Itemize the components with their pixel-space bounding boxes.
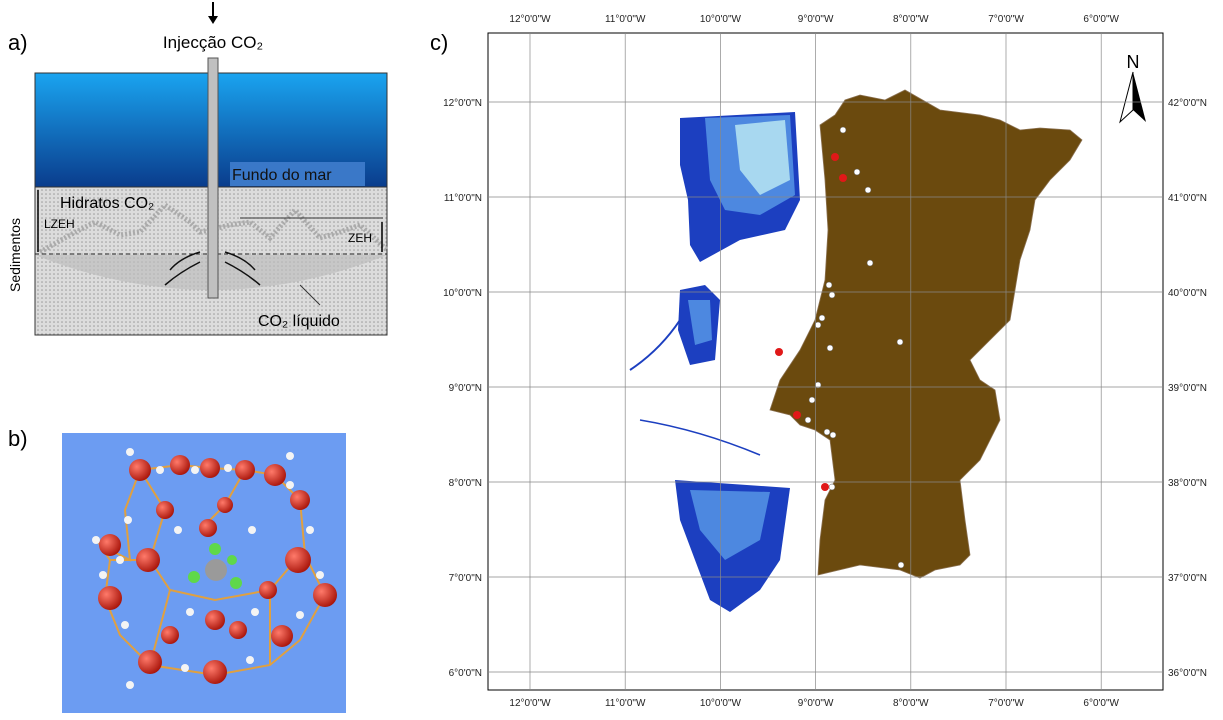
figure: a) Fundo do mar Injecção CO₂ Hidratos CO… — [0, 0, 1223, 715]
lon-label-bottom: 10°0'0"W — [700, 698, 742, 709]
seabed-label: Fundo do mar — [232, 167, 332, 184]
arrow-head — [208, 16, 218, 24]
liquid-label: CO₂ líquido — [258, 313, 340, 330]
lat-label-left: 12°0'0"N — [443, 98, 482, 109]
zeh-label: ZEH — [348, 231, 372, 245]
lon-label-bottom: 9°0'0"W — [798, 698, 834, 709]
pipe — [208, 58, 218, 298]
panel-label: b) — [8, 426, 28, 451]
lat-label-right: 42°0'0"N — [1168, 98, 1207, 109]
carbon-atom — [205, 559, 227, 581]
lat-label-left: 10°0'0"N — [443, 288, 482, 299]
lon-label-bottom: 12°0'0"W — [509, 698, 551, 709]
lat-label-right: 41°0'0"N — [1168, 193, 1207, 204]
lon-label-top: 12°0'0"W — [509, 14, 551, 25]
lon-label-bottom: 11°0'0"W — [605, 698, 646, 709]
lon-label-top: 6°0'0"W — [1083, 14, 1119, 25]
panel-a: a) Fundo do mar Injecção CO₂ Hidratos CO… — [7, 2, 387, 335]
lat-label-right: 37°0'0"N — [1168, 573, 1207, 584]
lat-label-left: 8°0'0"N — [449, 478, 482, 489]
lat-label-left: 9°0'0"N — [449, 383, 482, 394]
hydrates-label: Hidratos CO₂ — [60, 195, 154, 212]
lon-label-bottom: 7°0'0"W — [988, 698, 1024, 709]
lon-label-top: 9°0'0"W — [798, 14, 834, 25]
north-label: N — [1127, 52, 1140, 72]
lat-label-right: 36°0'0"N — [1168, 668, 1207, 679]
lon-label-bottom: 6°0'0"W — [1083, 698, 1119, 709]
panel-b: b) — [8, 426, 346, 713]
lat-label-right: 38°0'0"N — [1168, 478, 1207, 489]
lon-label-bottom: 8°0'0"W — [893, 698, 929, 709]
panel-label: a) — [8, 30, 28, 55]
lon-label-top: 10°0'0"W — [700, 14, 742, 25]
lat-label-left: 7°0'0"N — [449, 573, 482, 584]
lat-label-right: 40°0'0"N — [1168, 288, 1207, 299]
panel-c: c) N 12°0'0"W 12°0'0"W 11°0'0"W 11°0'0"W 10°… — [430, 14, 1207, 709]
lzeh-label: LZEH — [44, 217, 75, 231]
injection-label: Injecção CO₂ — [163, 33, 263, 52]
panel-label: c) — [430, 30, 448, 55]
lon-label-top: 8°0'0"W — [893, 14, 929, 25]
lat-label-right: 39°0'0"N — [1168, 383, 1207, 394]
lon-label-top: 7°0'0"W — [988, 14, 1024, 25]
lat-label-left: 11°0'0"N — [444, 193, 482, 204]
lat-label-left: 6°0'0"N — [449, 668, 482, 679]
sediments-label: Sedimentos — [7, 218, 23, 292]
lon-label-top: 11°0'0"W — [605, 14, 646, 25]
